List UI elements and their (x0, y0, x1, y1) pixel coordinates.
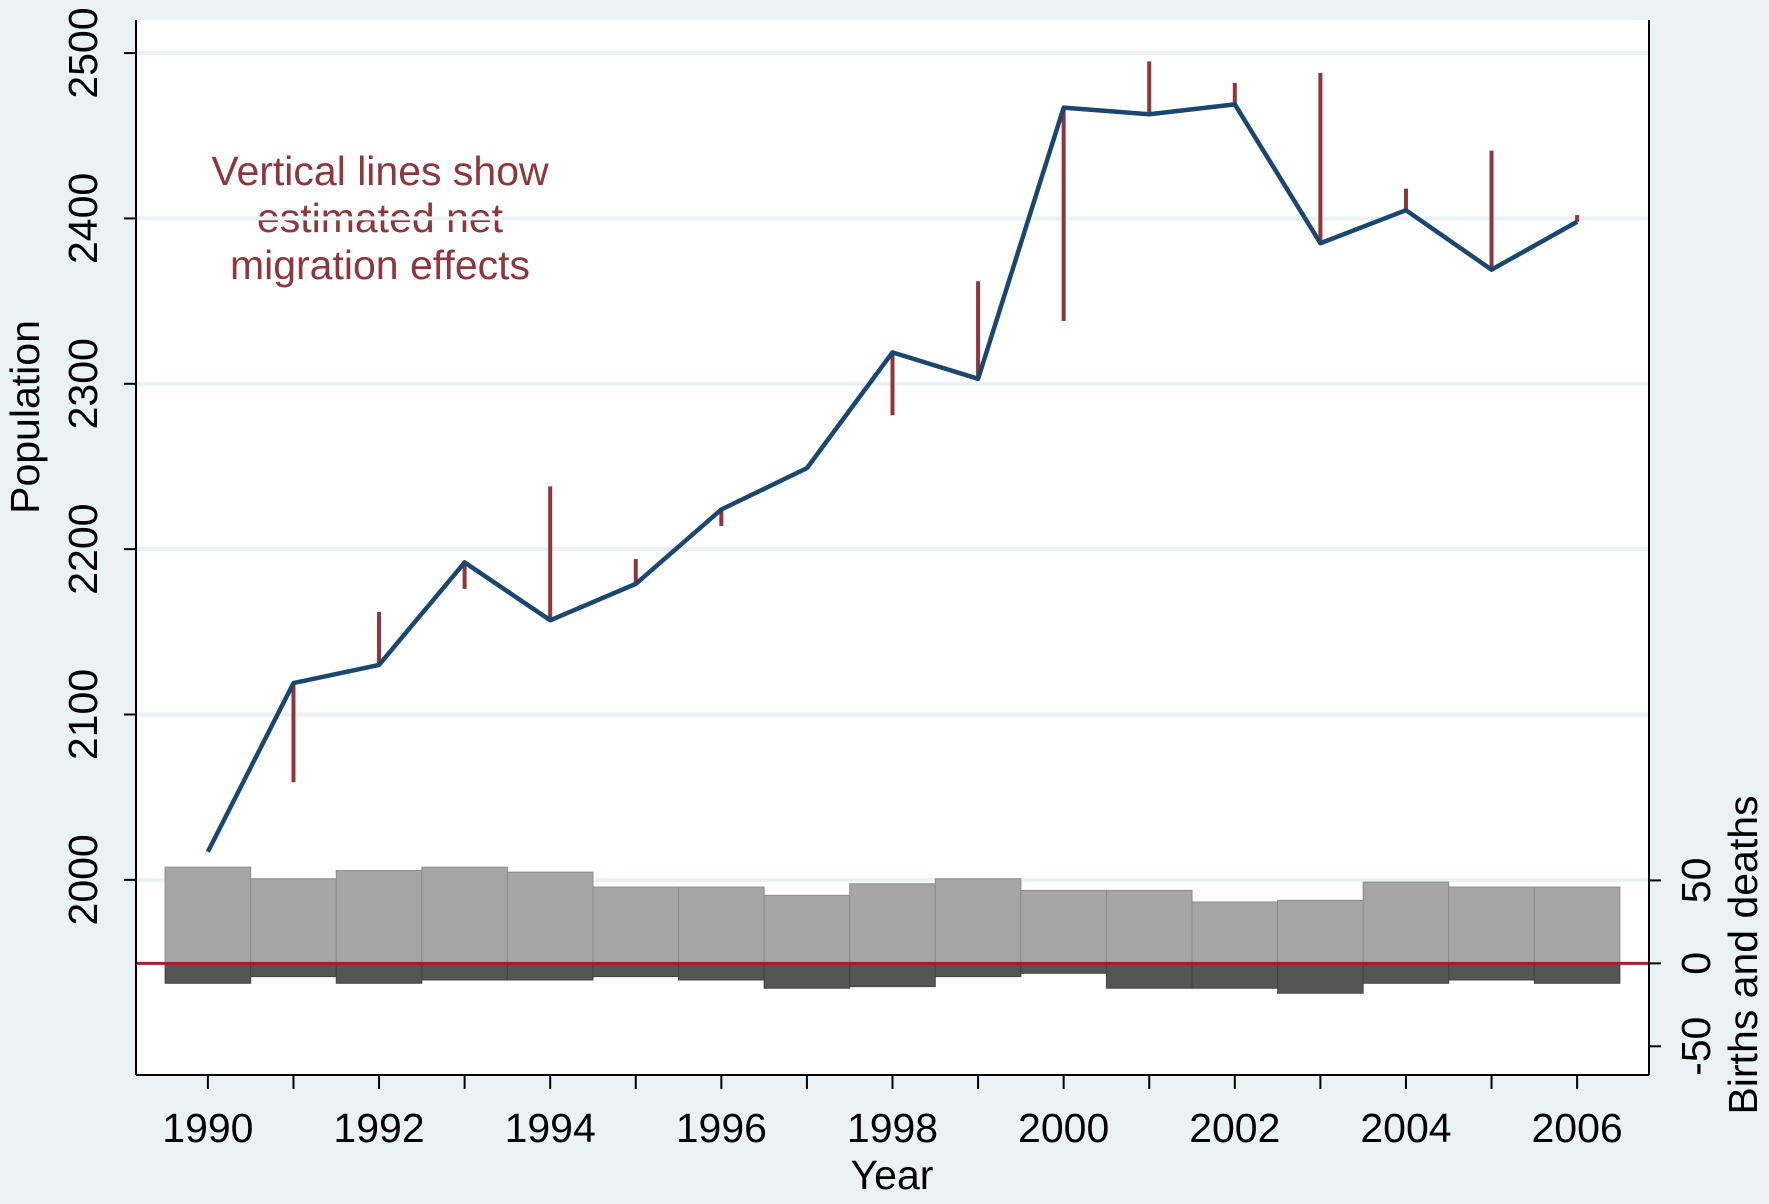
births-bar (592, 886, 680, 964)
y-tick-label: 2300 (60, 338, 106, 429)
x-tick-label: 1990 (162, 1105, 253, 1151)
y-axis-title: Population (2, 320, 48, 514)
y-tick-label: 2100 (60, 669, 106, 760)
births-bar (849, 883, 936, 964)
y2-tick-label: -50 (1673, 1017, 1719, 1076)
deaths-bar (1191, 962, 1279, 989)
deaths-bar (1105, 962, 1193, 989)
births-bar (678, 886, 765, 964)
x-tick-label: 2004 (1360, 1105, 1451, 1151)
births-bar (1105, 889, 1193, 964)
annotation: Vertical lines show (211, 148, 549, 194)
deaths-bar (849, 962, 936, 988)
births-bar (335, 869, 423, 964)
deaths-bar (592, 962, 680, 978)
deaths-bar (1533, 962, 1621, 984)
x-tick-label: 1992 (333, 1105, 424, 1151)
y2-axis-title: Births and deaths (1720, 795, 1766, 1114)
x-tick-label: 2000 (1018, 1105, 1109, 1151)
deaths-bar (678, 962, 765, 981)
deaths-bar (164, 962, 252, 984)
births-bar (1362, 881, 1450, 964)
y-tick-label: 2500 (60, 7, 106, 98)
deaths-bar (506, 962, 594, 981)
y2-tick-label: 50 (1673, 858, 1719, 904)
y-tick-label: 2200 (60, 504, 106, 595)
x-tick-label: 1996 (676, 1105, 767, 1151)
births-bar (506, 871, 594, 964)
births-bar (1448, 886, 1535, 964)
births-bar (1277, 899, 1364, 964)
deaths-bar (250, 962, 337, 978)
x-tick-label: 1994 (505, 1105, 596, 1151)
x-tick-label: 2006 (1532, 1105, 1623, 1151)
population-line (205, 102, 1579, 853)
deaths-bar (1277, 962, 1364, 994)
deaths-bar (1448, 962, 1535, 981)
x-axis-title: Year (851, 1152, 934, 1198)
births-bar (250, 878, 337, 964)
deaths-bar (1362, 962, 1450, 984)
x-tick-label: 2002 (1189, 1105, 1280, 1151)
annotation: migration effects (230, 242, 530, 288)
births-bar (1191, 901, 1279, 964)
deaths-bar (763, 962, 851, 989)
births-bar (421, 866, 508, 964)
deaths-bar (934, 962, 1022, 978)
y-tick-label: 2000 (60, 834, 106, 925)
births-bar (164, 866, 252, 964)
births-bar (1020, 889, 1107, 964)
births-bar (934, 878, 1022, 964)
y-tick-label: 2400 (60, 173, 106, 264)
births-bar (763, 894, 851, 964)
births-bar (1533, 886, 1621, 964)
y2-tick-label: 0 (1673, 952, 1719, 975)
deaths-bar (335, 962, 423, 984)
x-tick-label: 1998 (847, 1105, 938, 1151)
deaths-bar (421, 962, 508, 981)
